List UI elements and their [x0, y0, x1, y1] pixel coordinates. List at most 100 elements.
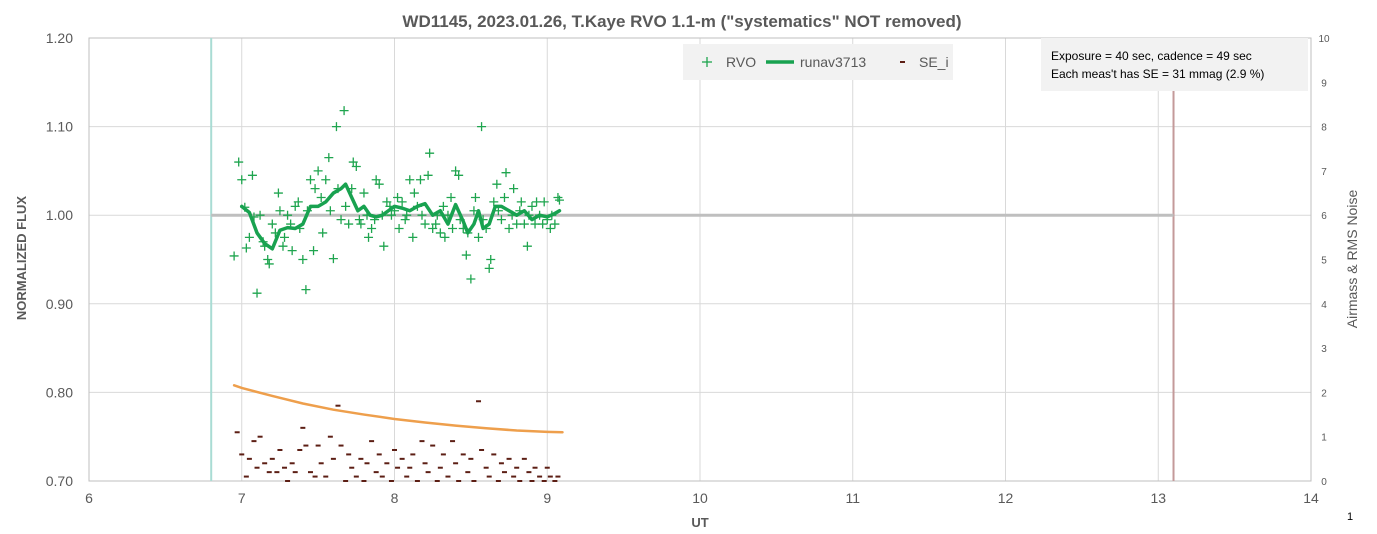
y2-tick-0: 0	[1321, 477, 1327, 488]
rvo-point-16	[273, 188, 283, 198]
rvo-point-31	[310, 184, 320, 194]
se-point-64	[479, 448, 485, 451]
legend-marker-rvo	[702, 57, 712, 67]
se-point-52	[434, 480, 440, 482]
y2-tick-4: 4	[1321, 300, 1327, 311]
rvo-point-52	[364, 232, 374, 242]
rvo-point-90	[461, 250, 471, 260]
rvo-point-65	[397, 197, 407, 207]
se-point-13	[285, 480, 291, 482]
chart-title: WD1145, 2023.01.26, T.Kaye RVO 1.1-m ("s…	[402, 12, 961, 31]
se-point-84	[555, 475, 561, 478]
rvo-point-47	[351, 161, 361, 171]
rvo-point-113	[519, 219, 529, 229]
x-tick-1: 7	[238, 490, 246, 506]
runav-line	[240, 182, 562, 251]
rvo-point-72	[415, 175, 425, 185]
rvo-point-8	[252, 288, 262, 298]
se-point-30	[349, 466, 355, 469]
legend-box	[683, 44, 953, 80]
rvo-point-99	[484, 263, 494, 273]
legend-label-se: SE_i	[919, 54, 949, 70]
y2-tick-7: 7	[1321, 167, 1327, 178]
corner-label: 1	[1347, 511, 1353, 523]
rvo-point-27	[301, 285, 311, 295]
se-point-68	[495, 480, 501, 482]
rvo-point-117	[530, 219, 540, 229]
se-series	[234, 400, 561, 482]
se-point-61	[468, 457, 474, 460]
y-tick-4: 1.10	[46, 119, 73, 135]
rvo-point-9	[255, 210, 265, 220]
rvo-point-18	[278, 241, 288, 251]
se-point-0	[234, 431, 240, 434]
se-point-8	[266, 471, 272, 474]
y2-tick-6: 6	[1321, 211, 1327, 222]
rvo-point-53	[367, 223, 377, 233]
se-point-78	[532, 466, 538, 469]
rvo-point-96	[477, 122, 487, 132]
se-point-47	[414, 480, 420, 482]
x-tick-4: 10	[692, 490, 708, 506]
se-point-79	[537, 475, 543, 478]
rvo-point-37	[325, 206, 335, 216]
rvo-point-92	[466, 274, 476, 284]
se-point-33	[361, 480, 367, 482]
se-point-48	[419, 440, 425, 443]
se-point-24	[327, 435, 333, 438]
se-point-50	[425, 471, 431, 474]
rvo-point-70	[409, 188, 419, 198]
se-point-51	[430, 444, 436, 447]
rvo-point-41	[336, 215, 346, 225]
se-point-69	[498, 462, 504, 465]
rvo-point-110	[512, 219, 522, 229]
x-tick-2: 8	[391, 490, 399, 506]
se-point-54	[440, 453, 446, 456]
rvo-point-2	[237, 175, 247, 185]
se-point-5	[254, 466, 260, 469]
y2-tick-5: 5	[1321, 256, 1327, 267]
rvo-point-32	[313, 166, 323, 176]
se-point-35	[369, 440, 375, 443]
se-point-14	[289, 462, 295, 465]
se-point-12	[282, 466, 288, 469]
rvo-point-66	[400, 215, 410, 225]
rvo-point-107	[504, 223, 514, 233]
se-point-75	[521, 457, 527, 460]
se-point-49	[422, 462, 428, 465]
rvo-point-43	[341, 201, 351, 211]
se-point-83	[552, 480, 558, 482]
y-tick-5: 1.20	[46, 30, 73, 46]
se-point-21	[315, 444, 321, 447]
x-tick-labels: 6 7 8 9 10 11 12 13 14	[85, 490, 1319, 506]
rvo-point-73	[417, 210, 427, 220]
se-point-26	[335, 404, 341, 407]
rvo-point-4	[241, 243, 251, 253]
rvo-point-26	[298, 255, 308, 264]
rvo-point-64	[394, 223, 404, 233]
se-point-27	[338, 444, 344, 447]
x-axis-label: UT	[691, 515, 708, 530]
se-point-28	[343, 480, 349, 482]
se-point-10	[274, 471, 280, 474]
rvo-point-63	[393, 192, 403, 202]
se-point-41	[392, 448, 397, 451]
note-line-1: Exposure = 40 sec, cadence = 49 sec	[1051, 49, 1252, 63]
rvo-point-56	[374, 179, 384, 189]
rvo-point-100	[486, 255, 496, 264]
rvo-point-114	[522, 241, 532, 251]
rvo-point-78	[431, 219, 441, 229]
se-point-37	[376, 453, 382, 456]
se-point-70	[501, 471, 507, 474]
rvo-point-67	[402, 210, 412, 220]
se-point-31	[353, 475, 359, 478]
rvo-point-82	[440, 232, 450, 242]
se-point-3	[246, 457, 252, 460]
se-point-29	[346, 453, 352, 456]
rvo-point-105	[499, 192, 509, 202]
legend: RVO runav3713 SE_i	[683, 44, 953, 80]
se-point-55	[445, 475, 451, 478]
rvo-point-116	[527, 201, 537, 211]
se-point-4	[251, 440, 257, 443]
y2-tick-1: 1	[1321, 433, 1327, 444]
